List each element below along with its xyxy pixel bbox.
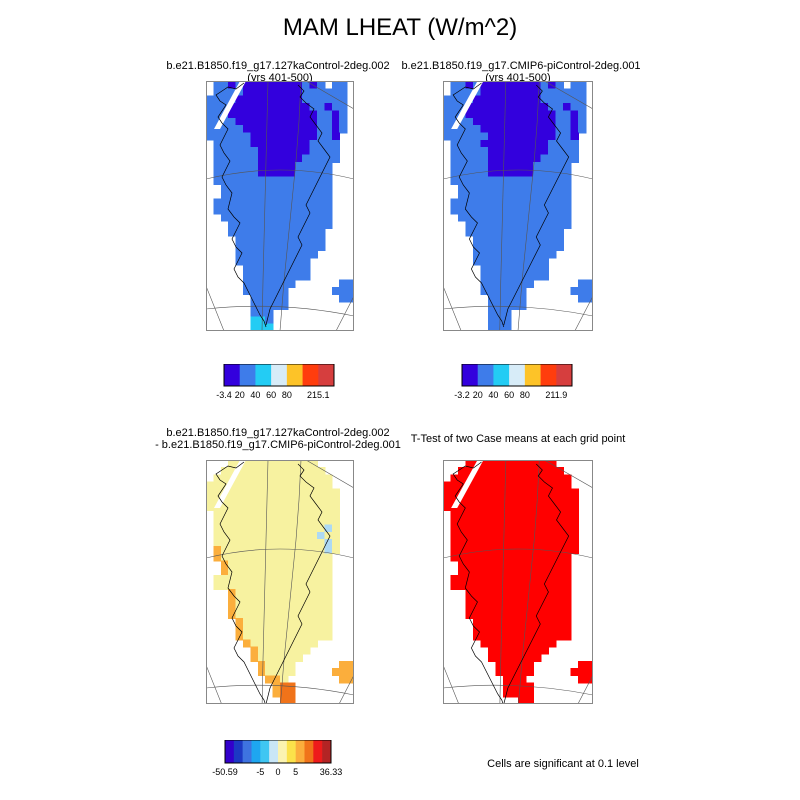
svg-text:211.9: 211.9: [545, 390, 567, 400]
svg-text:36.33: 36.33: [320, 767, 343, 777]
svg-text:-50.59: -50.59: [212, 767, 238, 777]
svg-text:20: 20: [235, 390, 245, 400]
svg-text:80: 80: [520, 390, 530, 400]
svg-text:40: 40: [488, 390, 498, 400]
svg-text:0: 0: [275, 767, 280, 777]
svg-text:-3.4: -3.4: [216, 390, 232, 400]
svg-text:60: 60: [504, 390, 514, 400]
svg-text:40: 40: [250, 390, 260, 400]
svg-text:-5: -5: [256, 767, 264, 777]
svg-text:-3.2: -3.2: [454, 390, 470, 400]
svg-text:5: 5: [293, 767, 298, 777]
svg-text:80: 80: [282, 390, 292, 400]
svg-text:20: 20: [473, 390, 483, 400]
svg-text:215.1: 215.1: [307, 390, 330, 400]
svg-text:60: 60: [266, 390, 276, 400]
